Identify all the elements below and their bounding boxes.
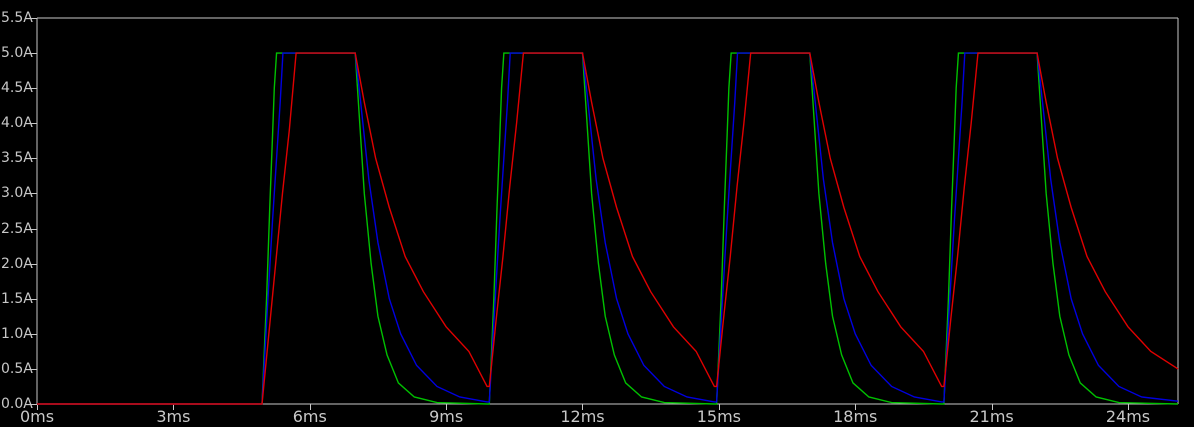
y-tick-label: 4.0A [1, 115, 33, 132]
trace-layer [37, 52, 1179, 405]
y-tick-label: 3.5A [1, 150, 33, 167]
trace-i8mh [37, 52, 1179, 405]
x-tick-label: 12ms [560, 407, 605, 426]
x-tick-label: 0ms [19, 407, 55, 426]
x-tick-label: 24ms [1105, 407, 1151, 426]
y-tick-label: 2.0A [1, 255, 33, 272]
x-tick-label: 3ms [156, 407, 191, 426]
y-tick-label: 0.5A [1, 360, 33, 377]
x-tick-label: 15ms [696, 407, 741, 426]
y-tick-label: 3.0A [1, 185, 33, 202]
trace-i2mh [37, 52, 1179, 405]
x-tick-label: 18ms [833, 407, 878, 426]
y-tick-label: 1.5A [1, 290, 33, 307]
y-tick-label: 4.5A [1, 80, 33, 97]
y-tick-label: 1.0A [1, 325, 33, 342]
y-tick-label: 5.0A [1, 45, 33, 62]
x-tick-label: 9ms [429, 407, 464, 426]
y-tick-label: 0.0A [1, 396, 33, 412]
trace-i4mh [37, 52, 1179, 405]
y-tick-label: 2.5A [1, 220, 33, 237]
y-tick-label: 5.5A [1, 10, 33, 26]
axis-ticks [31, 18, 1129, 410]
plot-frame [36, 17, 1179, 405]
x-tick-label: 6ms [292, 407, 327, 426]
x-tick-label: 21ms [969, 407, 1014, 426]
